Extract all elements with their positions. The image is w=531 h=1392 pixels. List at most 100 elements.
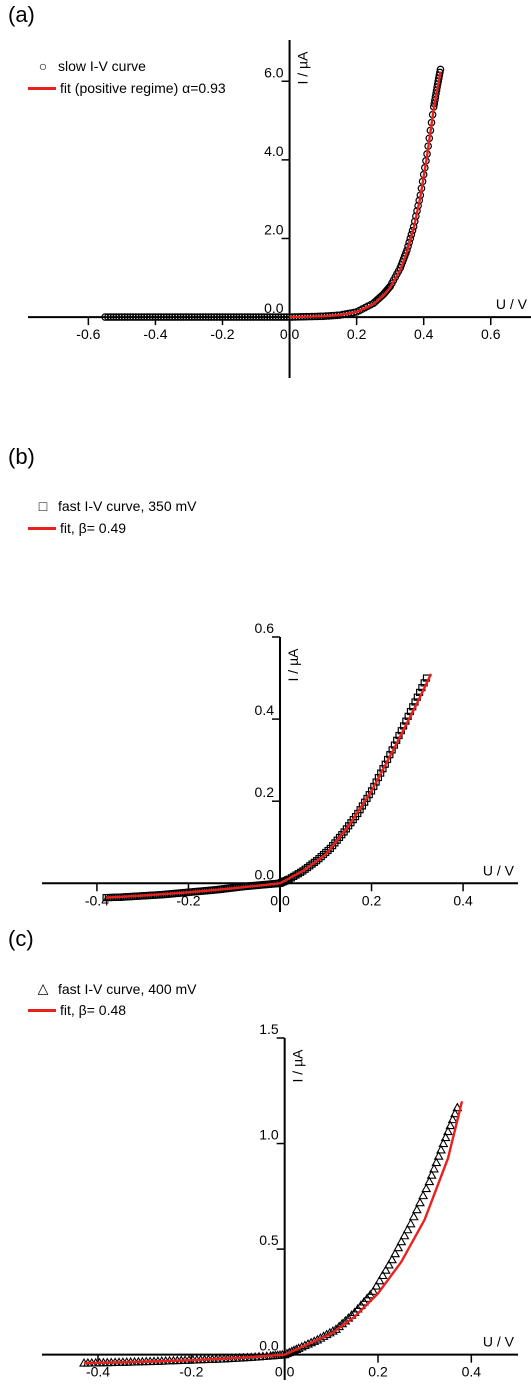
- data-point: [104, 313, 112, 321]
- legend-fit-label-a: fit (positive regime) α=0.93: [60, 80, 226, 96]
- data-point: [447, 1114, 458, 1124]
- data-point: [210, 313, 218, 321]
- data-point: [367, 787, 376, 795]
- y-axis-label: I / µA: [285, 648, 301, 682]
- data-point: [243, 313, 252, 321]
- legend-marker-entry-c: △ fast I-V curve, 400 mV: [28, 980, 197, 997]
- x-axis-label: U / V: [483, 862, 515, 878]
- data-point: [129, 313, 137, 321]
- data-point: [148, 313, 157, 321]
- data-point: [215, 313, 224, 321]
- data-point: [380, 1265, 391, 1274]
- legend-fit-label-c: fit, β= 0.48: [60, 1002, 127, 1018]
- data-point: [374, 773, 383, 782]
- data-point: [387, 1254, 397, 1264]
- x-tick-label: -0.6: [76, 326, 100, 342]
- data-point: [280, 313, 288, 321]
- data-point: [246, 313, 255, 321]
- y-tick-label: 0.6: [255, 620, 275, 636]
- legend-marker-entry-a: ○ slow I-V curve: [28, 58, 146, 74]
- y-tick-label: 0.5: [259, 1232, 279, 1248]
- data-point: [365, 791, 373, 799]
- data-point: [173, 313, 182, 321]
- data-point: [396, 1236, 407, 1246]
- data-point: [160, 313, 168, 321]
- data-point: [443, 1126, 453, 1136]
- data-point: [372, 778, 380, 786]
- y-tick-label: 1.0: [259, 1127, 279, 1143]
- panel-label-c: (c): [8, 926, 34, 951]
- x-tick-label: -0.4: [143, 326, 167, 342]
- data-point: [402, 1224, 413, 1234]
- square-marker-icon: □: [38, 498, 48, 514]
- data-point: [196, 313, 204, 321]
- data-point: [126, 313, 135, 321]
- legend-fit-entry-a: fit (positive regime) α=0.93: [28, 80, 226, 96]
- data-point: [370, 782, 378, 791]
- data-point: [440, 1132, 451, 1142]
- data-point: [182, 313, 190, 321]
- data-point: [399, 1230, 410, 1240]
- x-tick-label: 0.4: [453, 892, 473, 908]
- chart-b: -0.4 -0.2 0.0 0.2 0.40.00.20.40.6U / VI / µA: [42, 620, 518, 912]
- x-tick-label: 0.6: [481, 326, 501, 342]
- data-point: [187, 313, 196, 321]
- data-point: [426, 1170, 437, 1179]
- data-point: [227, 313, 235, 321]
- y-tick-label: 2.0: [264, 221, 284, 237]
- y-tick-label: 0.0: [255, 866, 275, 882]
- data-point: [176, 313, 185, 321]
- panel-c: (c) △ fast I-V curve, 400 mV fit, β= 0.4…: [0, 924, 531, 1392]
- x-tick-label: 0.0: [275, 1364, 295, 1380]
- data-point: [235, 313, 244, 321]
- fit-line-swatch: [28, 1008, 56, 1012]
- data-point: [106, 313, 115, 321]
- fit-line: [106, 673, 433, 899]
- data-point: [201, 313, 210, 321]
- x-tick-label: 0.2: [368, 1364, 388, 1380]
- data-point: [162, 313, 171, 321]
- data-point: [260, 313, 269, 321]
- data-point: [207, 313, 216, 321]
- data-point: [268, 313, 277, 321]
- data-point: [101, 313, 109, 321]
- x-tick-label: -0.2: [179, 1364, 203, 1380]
- data-point: [377, 1270, 388, 1280]
- data-point: [271, 313, 280, 321]
- legend-fit-entry-b: fit, β= 0.49: [28, 520, 126, 536]
- data-point: [393, 1242, 404, 1252]
- data-point: [151, 313, 160, 321]
- x-axis-label: U / V: [483, 1334, 515, 1350]
- fit-line: [83, 1101, 464, 1365]
- data-point: [408, 1211, 419, 1221]
- data-point: [134, 313, 143, 321]
- data-point: [429, 1163, 439, 1173]
- legend-fit-entry-c: fit, β= 0.48: [28, 1002, 126, 1018]
- data-point: [438, 1138, 449, 1148]
- data-point: [218, 313, 227, 321]
- data-point: [313, 857, 321, 865]
- y-tick-label: 0.4: [255, 702, 275, 718]
- data-point: [310, 858, 318, 867]
- data-point: [274, 313, 283, 321]
- data-point: [157, 313, 165, 321]
- data-point: [418, 1190, 429, 1200]
- data-point: [143, 313, 151, 321]
- x-tick-label: 0.2: [347, 326, 367, 342]
- x-tick-label: 0.0: [270, 892, 290, 908]
- data-point: [118, 313, 126, 321]
- data-point: [168, 313, 176, 321]
- data-point: [140, 313, 149, 321]
- y-tick-label: 4.0: [264, 143, 284, 159]
- data-point: [421, 1183, 432, 1193]
- data-point: [371, 1280, 382, 1290]
- fit-line-swatch: [28, 86, 56, 90]
- data-point: [115, 313, 123, 321]
- data-point: [445, 1120, 456, 1130]
- data-point: [146, 313, 154, 321]
- data-point: [229, 313, 238, 321]
- chart-a: -0.6 -0.4 -0.2 0.0 0.2 0.4 0.6 0.0 2.0 4.0 6.0 U / …: [28, 40, 531, 378]
- data-point: [450, 1108, 460, 1118]
- data-point: [154, 313, 163, 321]
- data-point: [165, 313, 174, 321]
